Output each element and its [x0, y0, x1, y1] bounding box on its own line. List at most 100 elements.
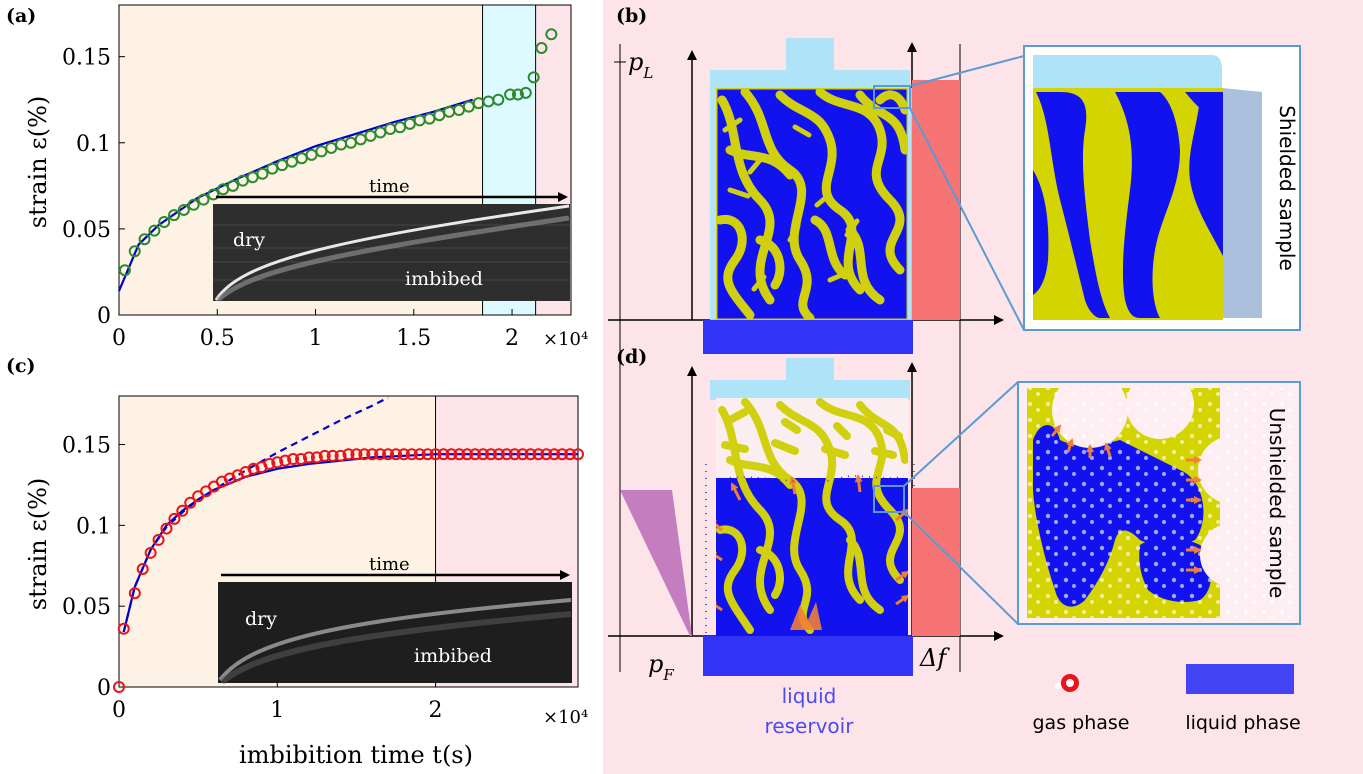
data-point	[168, 512, 181, 525]
data-point	[160, 522, 173, 535]
purple-wedge	[620, 490, 692, 636]
data-point	[326, 449, 339, 462]
data-point	[524, 448, 537, 461]
sample-b-cap-knob	[786, 38, 834, 72]
x-tick-label: 0	[112, 698, 126, 723]
panel-label-d: (d)	[616, 346, 647, 368]
data-point	[350, 448, 363, 461]
dashed-fit-line	[122, 396, 389, 633]
data-point	[484, 448, 497, 461]
data-point	[382, 448, 395, 461]
data-point	[461, 448, 474, 461]
data-point	[535, 42, 548, 55]
data-point	[247, 462, 260, 475]
data-point	[397, 448, 410, 461]
data-point	[207, 188, 220, 201]
liquid-phase-label: liquid phase	[1185, 712, 1300, 734]
data-point	[168, 209, 181, 222]
data-point	[511, 88, 524, 101]
delta-f-label: Δf	[919, 644, 950, 672]
inset-image-c: time dry imbibed	[218, 554, 572, 685]
data-point	[366, 448, 379, 461]
data-point	[453, 448, 466, 461]
data-point	[492, 93, 505, 106]
data-point	[540, 448, 553, 461]
inset-a-imbibed: imbibed	[405, 268, 483, 290]
pF-label: pF	[648, 650, 674, 684]
x-multiplier-a: ×10⁴	[543, 329, 588, 350]
x-tick-label: 1.5	[396, 326, 431, 351]
x-tick-label: 1	[309, 326, 323, 351]
data-point	[334, 449, 347, 462]
inset-c-imbibed: imbibed	[414, 645, 492, 667]
reservoir-label-2: reservoir	[765, 714, 855, 738]
x-tick-label: 0.5	[200, 326, 235, 351]
data-point	[197, 193, 210, 206]
schematic: (b) (d) pL pF Δf	[603, 0, 1363, 774]
inset-a-dry: dry	[233, 229, 265, 251]
data-point	[138, 233, 151, 246]
reservoir-d	[703, 636, 913, 676]
data-point	[358, 448, 371, 461]
data-point	[177, 203, 190, 216]
data-point	[113, 681, 125, 693]
liquid-phase-swatch	[1186, 664, 1294, 694]
zoom-b: Shielded sample	[1023, 45, 1301, 331]
data-point	[302, 451, 315, 464]
data-point	[287, 453, 300, 466]
data-point	[226, 179, 239, 192]
data-point	[263, 457, 276, 470]
data-point	[148, 224, 161, 237]
data-point	[500, 448, 513, 461]
data-point	[389, 448, 402, 461]
y-tick-label: 0.15	[62, 46, 111, 71]
x-tick-label: 1	[270, 698, 284, 723]
bar-d	[912, 488, 960, 636]
data-point	[504, 88, 517, 101]
shielded-label: Shielded sample	[1275, 105, 1299, 271]
zoom-d: Unshielded sample	[1017, 381, 1301, 625]
data-point	[519, 86, 532, 99]
y-tick-label: 0	[97, 676, 111, 701]
data-point	[184, 496, 197, 509]
y-tick-label: 0.05	[62, 218, 111, 243]
data-point	[342, 448, 355, 461]
data-point	[136, 562, 149, 575]
y-tick-label: 0	[97, 304, 111, 329]
x-tick-label: 2	[429, 698, 443, 723]
panel-label-b: (b)	[616, 5, 647, 27]
data-point	[532, 448, 545, 461]
data-point	[516, 448, 529, 461]
x-tick-label: 0	[112, 326, 126, 351]
data-point	[271, 456, 284, 469]
data-point	[187, 198, 200, 211]
y-tick-label: 0.15	[62, 434, 111, 459]
inset-c-time: time	[369, 554, 410, 575]
y-tick-label: 0.1	[76, 514, 111, 539]
data-point	[256, 167, 269, 180]
data-point	[556, 448, 569, 461]
sample-b-cap	[710, 70, 910, 90]
data-point	[117, 622, 130, 635]
data-point	[295, 453, 308, 466]
data-point	[545, 28, 558, 41]
panel-label-c: (c)	[6, 355, 36, 377]
data-point	[469, 448, 482, 461]
y-axis-label-a: strain ε(%)	[24, 96, 52, 228]
data-point	[421, 448, 434, 461]
data-point	[318, 449, 331, 462]
data-point	[310, 451, 323, 464]
reservoir-label-1: liquid	[782, 684, 837, 708]
data-point	[437, 448, 450, 461]
data-point	[564, 448, 577, 461]
data-point	[118, 264, 131, 277]
data-point	[279, 454, 292, 467]
data-point	[176, 504, 189, 517]
pL-label: pL	[628, 48, 653, 82]
data-point	[445, 448, 458, 461]
data-point	[152, 533, 165, 546]
y-axis-label-c: strain ε(%)	[24, 478, 52, 610]
sample-d-cap	[710, 380, 910, 400]
data-point	[374, 448, 387, 461]
